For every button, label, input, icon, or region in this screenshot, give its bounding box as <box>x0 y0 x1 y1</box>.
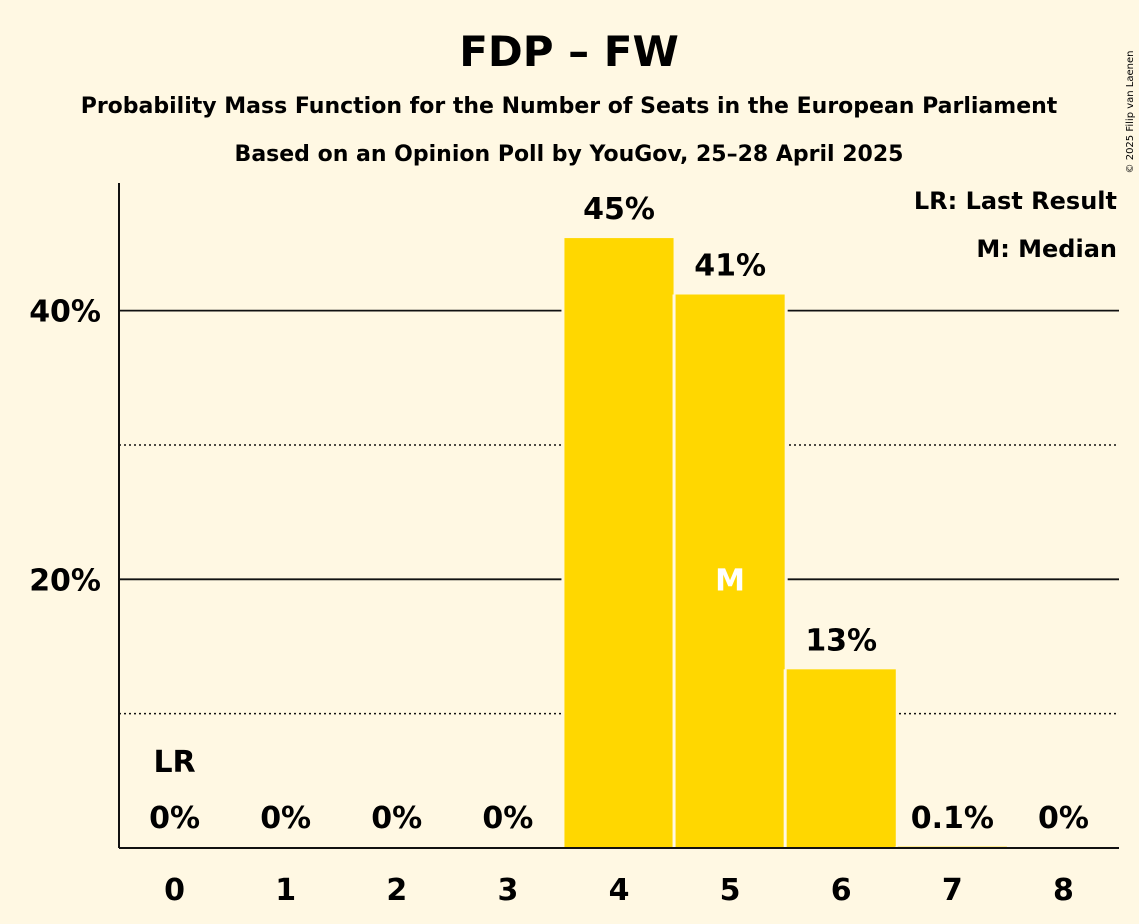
bar <box>786 669 896 848</box>
chart-subtitle-1: Probability Mass Function for the Number… <box>81 94 1058 119</box>
copyright-notice: © 2025 Filip van Laenen <box>1125 51 1136 174</box>
data-label: 41% <box>694 249 766 284</box>
legend-last-result: LR: Last Result <box>914 187 1117 215</box>
x-tick-label: 0 <box>164 873 185 908</box>
data-label: 0% <box>1038 801 1089 836</box>
data-label: 13% <box>805 623 877 658</box>
median-marker: M <box>715 563 745 598</box>
y-tick-label: 40% <box>29 295 101 330</box>
bar <box>564 238 674 848</box>
last-result-marker: LR <box>153 745 195 780</box>
data-label: 0% <box>260 801 311 836</box>
x-tick-label: 7 <box>942 873 963 908</box>
bar <box>675 294 785 849</box>
x-tick-label: 6 <box>831 873 852 908</box>
data-labels: 0% 0% 0% 0% 45% 41% 13% 0.1% 0% LR M <box>149 192 1089 836</box>
x-tick-label: 1 <box>275 873 296 908</box>
data-label: 0.1% <box>911 801 994 836</box>
data-label: 0% <box>482 801 533 836</box>
x-tick-label: 4 <box>609 873 630 908</box>
axes: 20% 40% 0 1 2 3 4 5 6 7 8 <box>29 183 1119 908</box>
x-tick-label: 5 <box>720 873 741 908</box>
y-tick-label: 20% <box>29 563 101 598</box>
data-label: 45% <box>583 192 655 227</box>
chart-subtitle-2: Based on an Opinion Poll by YouGov, 25–2… <box>235 142 904 167</box>
x-tick-label: 2 <box>386 873 407 908</box>
legend-median: M: Median <box>976 235 1117 263</box>
x-tick-label: 8 <box>1053 873 1074 908</box>
x-tick-label: 3 <box>497 873 518 908</box>
chart-title: FDP – FW <box>459 27 679 76</box>
bars <box>561 238 1010 849</box>
data-label: 0% <box>149 801 200 836</box>
data-label: 0% <box>371 801 422 836</box>
